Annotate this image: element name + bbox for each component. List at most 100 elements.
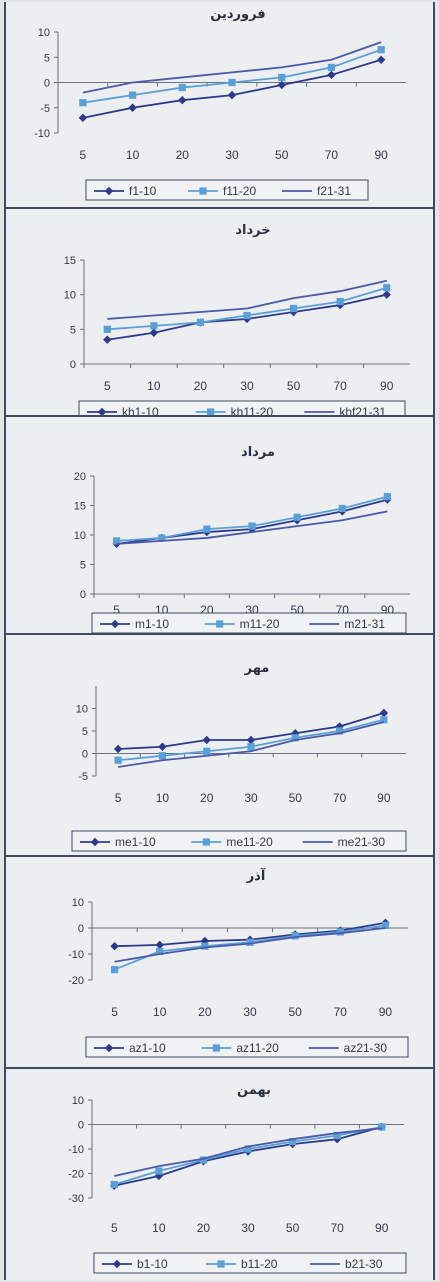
chart-4-y-tick-label: -5 (78, 771, 88, 783)
chart-5-series-2-point (156, 947, 164, 955)
chart-2-series-1-point (103, 335, 112, 344)
chart-4-x-tick-label: 10 (156, 791, 170, 805)
chart-4-legend-swatch-marker (202, 838, 210, 846)
chart-2-legend-item-2: kh11-20 (195, 405, 274, 416)
chart-2-y-tick-label: 10 (64, 290, 76, 302)
chart-5-legend-box (85, 1036, 409, 1058)
chart-3-series-2-point (203, 525, 211, 533)
chart-4-series-2 (114, 716, 388, 764)
chart-2-series-2 (103, 284, 391, 333)
chart-2-x-tick-label: 10 (147, 379, 161, 393)
chart-6-top-border (6, 1067, 433, 1069)
chart-1-series-3-line (82, 41, 382, 94)
chart-4-series-2-point (203, 747, 211, 755)
chart-5-x-tick-label: 30 (243, 1005, 257, 1019)
chart-5-y-tick-label: 10 (72, 897, 84, 909)
chart-1-series-1-point (78, 113, 88, 123)
chart-2-legend-swatch-marker (207, 408, 215, 416)
chart-2-series-2-point (103, 325, 111, 333)
figure: فروردین 10 5 0 -5 -10 5 10 20 30 50 70 90 f1-10 f11-20… (4, 2, 435, 1280)
chart-5-legend-item-3: az21-30 (308, 1041, 387, 1055)
chart-4-legend-item-2: me11-20 (191, 835, 273, 849)
chart-1-series-1-point (178, 95, 187, 105)
chart-4-top-border (6, 633, 433, 635)
chart-6-series-2 (110, 1123, 386, 1189)
chart-5-series-2-point (381, 921, 390, 929)
chart-6-legend-label-2: b11-20 (241, 1257, 278, 1271)
chart-1-y-tick-label: -5 (40, 103, 50, 115)
chart-1-title: فروردین (210, 7, 265, 22)
chart-4-x-tick-label: 90 (377, 791, 391, 805)
chart-4-legend-box (71, 830, 407, 852)
chart-4-legend-label-1: me1-10 (115, 835, 156, 849)
chart-5-legend-item-1: az1-10 (94, 1041, 166, 1055)
chart-3-y-tick-label: 20 (74, 471, 86, 483)
chart-1-series-2-point (278, 73, 286, 82)
chart-6-x-tick-label: 20 (197, 1221, 211, 1235)
chart-4-series-1-point (379, 708, 389, 718)
chart-2-series-1-point (382, 290, 391, 299)
chart-6-title: بهمن (237, 1083, 271, 1098)
chart-4-legend-label-2: me11-20 (226, 835, 273, 849)
chart-5-x-tick-label: 70 (334, 1005, 348, 1019)
chart-6-legend-item-1: b1-10 (102, 1257, 168, 1271)
chart-1-x-tick-label: 20 (176, 148, 190, 162)
chart-3-series-2-point (248, 522, 256, 530)
chart-1-legend-box (85, 179, 369, 201)
chart-4-x-tick-label: 30 (244, 791, 258, 805)
chart-4-y-tick-label: 10 (76, 704, 88, 716)
chart-6-y-tick-label: -30 (68, 1193, 84, 1205)
chart-4-series-2-point (380, 716, 388, 724)
chart-1-x-tick-label: 10 (126, 148, 140, 162)
chart-1-series-1-line (82, 58, 382, 119)
chart-6-series-1-line (114, 1126, 382, 1187)
chart-1-legend-item-2: f11-20 (188, 184, 256, 198)
chart-5-x-tick-label: 5 (111, 1005, 118, 1019)
chart-3-legend-item-3: m21-31 (309, 617, 385, 631)
chart-5-series-2-point (201, 942, 209, 950)
chart-6-series-2-point (333, 1131, 341, 1140)
chart-1-series-2-point (327, 63, 336, 71)
chart-5-series-2 (110, 921, 390, 974)
chart-5-title: آذر (246, 867, 266, 884)
chart-1-series-1-point (277, 80, 286, 90)
chart-5-series-2-point (246, 938, 254, 946)
chart-4-legend-swatch-marker (90, 837, 100, 847)
chart-5-legend-item-2: az11-20 (201, 1041, 279, 1055)
chart-6-series-3-line (114, 1127, 382, 1177)
chart-6-x-tick-label: 10 (152, 1221, 166, 1235)
chart-5-legend-label-1: az1-10 (129, 1041, 166, 1055)
chart-1-y-tick-label: 10 (38, 27, 50, 39)
chart-3-y-tick-label: 10 (74, 530, 86, 542)
chart-5-legend-swatch-marker (104, 1043, 114, 1053)
chart-2-y-tick-label: 5 (70, 324, 76, 336)
chart-6-x-tick-label: 50 (286, 1221, 300, 1235)
chart-2-x-tick-label: 70 (333, 379, 347, 393)
chart-5-y-tick-label: -10 (68, 949, 84, 961)
chart-2-legend-label-2: kh11-20 (231, 405, 274, 416)
chart-6-x-tick-label: 5 (111, 1221, 118, 1235)
chart-1-legend-swatch-marker (199, 187, 207, 195)
chart-5-series-1-point (200, 936, 210, 946)
chart-2-series-2-point (243, 311, 251, 320)
chart-3-legend-item-1: m1-10 (100, 617, 169, 631)
chart-4-x-tick-label: 20 (200, 791, 214, 805)
chart-1-legend-label-1: f1-10 (129, 184, 157, 198)
chart-4-series-2-point (247, 743, 255, 751)
chart-1-series-2-point (128, 91, 137, 99)
chart-6-series-3 (114, 1127, 382, 1177)
chart-2-legend-label-1: kh1-10 (122, 405, 159, 416)
chart-1-legend: f1-10 f11-20 f21-31 (85, 179, 369, 201)
chart-4-series-1-point (158, 742, 167, 751)
chart-5-y-tick-label: -20 (68, 975, 84, 987)
chart-2-series-2-point (196, 318, 205, 326)
chart-1-series-2-point (178, 83, 186, 92)
chart-6-y-tick-label: 10 (72, 1095, 84, 1107)
chart-2-legend: kh1-10 kh11-20 khf21-31 (78, 400, 406, 416)
chart-4-series-2-point (291, 734, 299, 742)
chart-1-legend-item-1: f1-10 (94, 184, 157, 198)
chart-1-series-2-point (228, 78, 236, 87)
chart-3-series-2-point (112, 537, 121, 545)
